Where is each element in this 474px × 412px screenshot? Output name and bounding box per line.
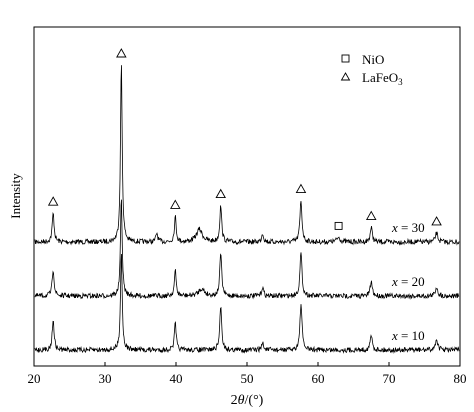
lafeo3-marker (47, 196, 59, 206)
lafeo3-marker (365, 210, 377, 221)
legend: NiO LaFeO3 (340, 52, 403, 87)
x-axis-label: 2θ/(°) (231, 393, 264, 408)
x-axis-ticks: 20 30 40 50 60 70 80 (28, 362, 467, 386)
x-tick-label: 50 (241, 371, 254, 386)
nio-marker (334, 221, 343, 230)
series-labels: x = 30 x = 20 x = 10 (391, 220, 425, 343)
series-label: x = 30 (391, 220, 425, 235)
legend-nio-label: NiO (362, 52, 384, 67)
series-label: x = 10 (391, 328, 425, 343)
legend-nio-symbol (341, 54, 350, 63)
series-label: x = 20 (391, 274, 425, 289)
series-line (34, 253, 460, 354)
lafeo3-marker (170, 199, 181, 209)
lafeo3-marker (215, 188, 226, 199)
legend-lafeo3-label: LaFeO3 (362, 70, 403, 87)
peak-markers (47, 48, 442, 230)
x-tick-label: 20 (28, 371, 41, 386)
series-line (34, 199, 460, 300)
legend-lafeo3-symbol (340, 72, 351, 81)
series-line (34, 65, 460, 246)
lafeo3-marker (295, 183, 307, 193)
x-tick-label: 80 (454, 371, 467, 386)
lafeo3-marker (431, 216, 442, 226)
x-tick-label: 30 (99, 371, 112, 386)
lafeo3-marker (116, 48, 127, 58)
traces (34, 65, 460, 354)
y-axis-label: Intensity (8, 173, 23, 219)
x-tick-label: 60 (312, 371, 325, 386)
x-tick-label: 40 (170, 371, 183, 386)
x-tick-label: 70 (383, 371, 396, 386)
